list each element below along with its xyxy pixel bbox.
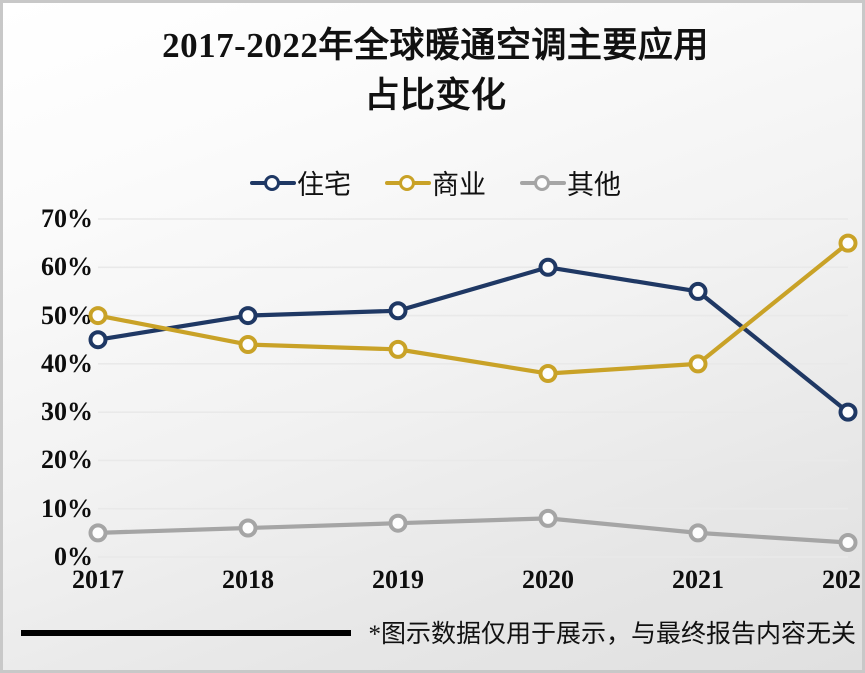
x-axis: 2017 2018 2019 2020 2021 2022 — [3, 561, 862, 603]
legend-item-residential[interactable]: 住宅 — [250, 163, 351, 202]
legend-label-residential: 住宅 — [297, 170, 351, 200]
y-axis-tick-label: 70% — [41, 204, 93, 233]
data-point-marker[interactable] — [838, 533, 858, 553]
y-axis-tick-label: 30% — [41, 397, 93, 427]
y-axis-tick-label: 50% — [41, 300, 93, 330]
data-point-marker[interactable] — [538, 508, 558, 528]
data-point-marker[interactable] — [388, 513, 408, 533]
series-line-2 — [95, 516, 851, 545]
data-point-marker[interactable] — [538, 364, 558, 384]
data-point-marker[interactable] — [688, 523, 708, 543]
x-axis-tick-label: 2019 — [372, 565, 424, 594]
legend-marker-residential — [250, 173, 296, 193]
x-axis-tick-label: 2020 — [522, 565, 574, 594]
legend-label-other: 其他 — [567, 170, 621, 200]
data-point-marker[interactable] — [838, 402, 858, 422]
data-point-marker[interactable] — [88, 523, 108, 543]
plot-svg — [88, 218, 858, 558]
y-axis-tick-label: 10% — [41, 493, 93, 523]
data-point-marker[interactable] — [88, 330, 108, 350]
legend-marker-other — [520, 173, 566, 193]
data-point-marker[interactable] — [238, 335, 258, 355]
data-point-marker[interactable] — [238, 518, 258, 538]
x-axis-tick-label: 2017 — [72, 565, 124, 594]
data-point-marker[interactable] — [388, 339, 408, 359]
data-point-marker[interactable] — [838, 233, 858, 253]
data-point-marker[interactable] — [238, 306, 258, 326]
x-axis-tick-label: 2022 — [822, 565, 862, 594]
series-line-0 — [95, 265, 851, 415]
legend-marker-commercial — [385, 173, 431, 193]
y-axis-tick-label: 20% — [41, 445, 93, 475]
y-axis-tick-label: 40% — [41, 348, 93, 378]
chart-legend: 住宅 商业 其他 — [3, 163, 862, 202]
y-axis-tick-label: 60% — [41, 252, 93, 282]
data-point-marker[interactable] — [88, 306, 108, 326]
plot-area: 0% 10% 20% 30% 40% 50% 60% 70% 2017 2018 2019 2020… — [3, 203, 862, 623]
y-axis-tick-label: 0% — [54, 542, 93, 571]
x-axis-tick-label: 2018 — [222, 565, 274, 594]
legend-item-commercial[interactable]: 商业 — [385, 163, 486, 202]
footer-disclaimer-text: *图示数据仅用于展示，与最终报告内容无关 — [368, 621, 856, 648]
chart-title: 2017-2022年全球暖通空调主要应用 占比变化 — [3, 21, 862, 121]
y-axis: 0% 10% 20% 30% 40% 50% 60% 70% — [11, 203, 93, 571]
legend-label-commercial: 商业 — [432, 170, 486, 200]
legend-item-other[interactable]: 其他 — [520, 163, 621, 202]
data-point-marker[interactable] — [538, 257, 558, 277]
data-point-marker[interactable] — [388, 301, 408, 321]
x-axis-tick-label: 2021 — [672, 565, 724, 594]
data-point-marker[interactable] — [688, 354, 708, 374]
chart-title-line-1: 2017-2022年全球暖通空调主要应用 — [162, 26, 709, 65]
series-line-1 — [95, 241, 851, 376]
chart-footer: *图示数据仅用于展示，与最终报告内容无关 — [3, 614, 862, 654]
data-point-marker[interactable] — [688, 281, 708, 301]
chart-title-line-2: 占比变化 — [364, 76, 507, 115]
footer-divider-rule — [21, 630, 351, 636]
